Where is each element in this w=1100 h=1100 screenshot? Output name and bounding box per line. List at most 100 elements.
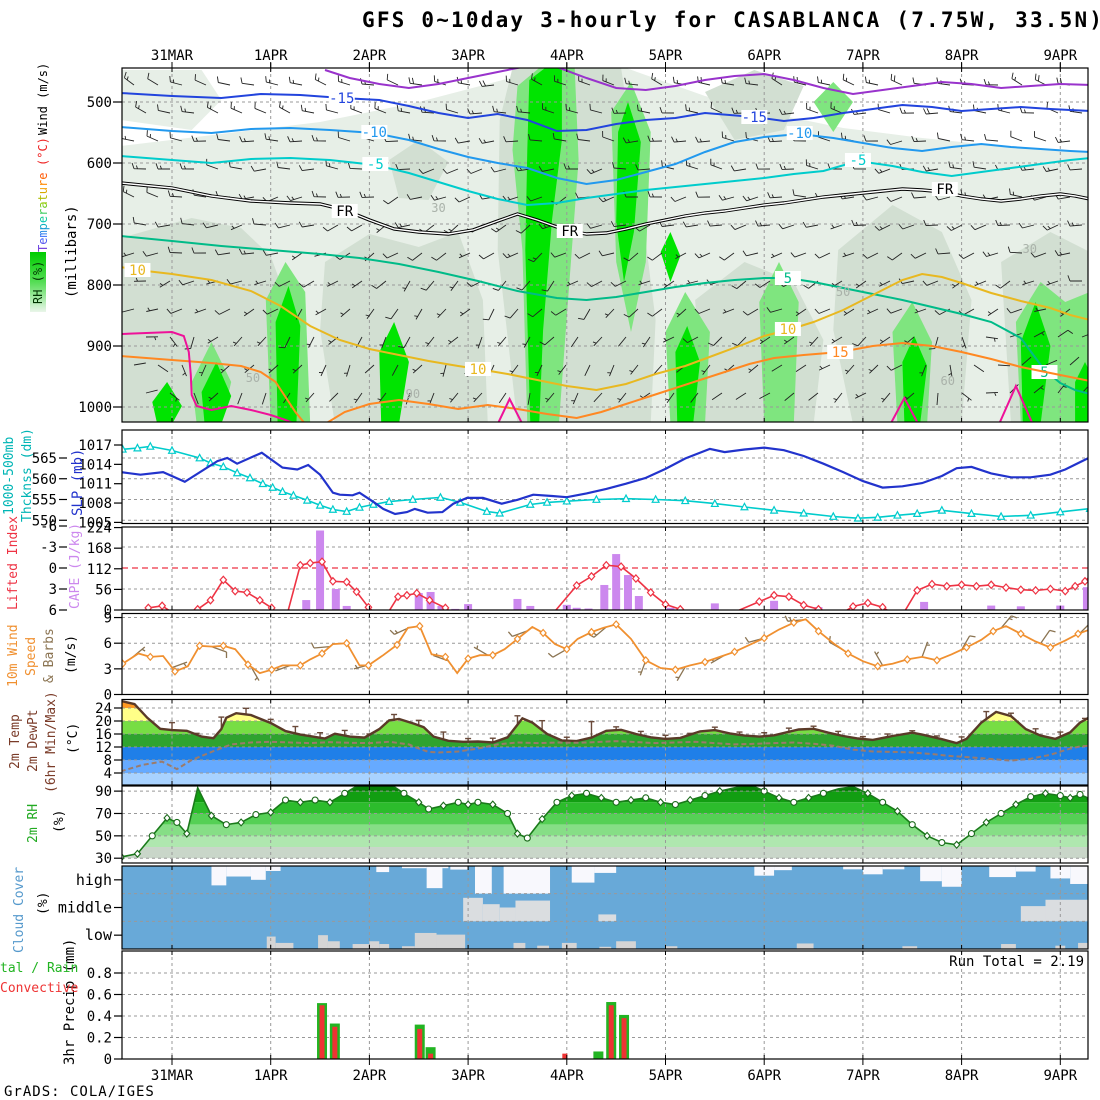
- rh-contour-label: 30: [1022, 242, 1036, 256]
- pressure-tick: 700: [87, 217, 112, 233]
- time-axis: 31MAR 31MAR 1APR 1APR 2APR 2APR 3APR 3APR 4APR 4A…: [151, 48, 1078, 1084]
- axis-label-millibars: (millibars): [64, 205, 80, 299]
- li-tick: 3: [49, 582, 57, 598]
- axis-label-slp: SLP (mb): [70, 448, 86, 516]
- pressure-tick: 1000: [78, 400, 112, 416]
- precip-convective-label: Convective: [0, 981, 79, 996]
- contour-label: 10: [470, 362, 487, 378]
- panel-2m-temp: [122, 699, 1088, 785]
- temp-tick: 24: [95, 701, 112, 717]
- axis-label-rh2-2: (%): [52, 809, 67, 833]
- panel-10m-wind: [122, 613, 1088, 695]
- cloud-row-label: high: [76, 871, 112, 889]
- contour-label: -5: [367, 157, 384, 173]
- thickness-tick: 550: [32, 513, 57, 529]
- axis-label-cc-2: (%): [36, 891, 51, 915]
- li-tick: -3: [40, 540, 57, 556]
- slp-tick: 1005: [78, 515, 112, 531]
- panel-slp-thickness: [122, 430, 1088, 524]
- day-label-top: 9APR: [1043, 48, 1077, 64]
- credit: GrADS: COLA/IGES: [4, 1084, 155, 1100]
- li-tick: 6: [49, 603, 57, 619]
- day-label-top: 6APR: [747, 48, 781, 64]
- panel-precip: Run Total = 2.19: [122, 951, 1088, 1059]
- precip-tick: 0.6: [87, 988, 112, 1004]
- cape-tick: 0: [104, 603, 112, 619]
- axis-label-w10-4: (m/s): [64, 634, 79, 674]
- day-label-top: 7APR: [846, 48, 880, 64]
- contour-label: 10: [129, 263, 146, 279]
- cloud-row-label: middle: [58, 899, 112, 917]
- panel-upper-air-frame: 500 600 700 800 900 1000: [78, 63, 1089, 423]
- axis-label-w10-3: & Barbs: [42, 628, 57, 684]
- temp-tick: 8: [104, 753, 112, 769]
- slp-tick: 1014: [78, 457, 112, 473]
- precip-tick: 0: [104, 1052, 112, 1068]
- contour-label: 15: [832, 345, 849, 361]
- day-label-top: 3APR: [451, 48, 485, 64]
- pressure-tick: 900: [87, 339, 112, 355]
- cloud-row-label: low: [85, 926, 113, 944]
- precip-tick: 0.2: [87, 1031, 112, 1047]
- slp-tick: 1017: [78, 438, 112, 454]
- panel-cloud-frame: high middle low: [58, 865, 1089, 950]
- contour-label: 10: [779, 322, 796, 338]
- contour-label: 5: [1040, 365, 1048, 381]
- temp-tick: 16: [95, 727, 112, 743]
- wind-tick: 3: [104, 662, 112, 678]
- day-label-bottom: 5APR: [649, 1068, 683, 1084]
- axis-label-rh-chip: RH (%): [30, 252, 46, 312]
- rh-contour-label: 30: [431, 201, 445, 215]
- cape-tick: 224: [87, 521, 112, 537]
- day-label-bottom: 9APR: [1043, 1068, 1077, 1084]
- axis-label-pr-axis: 3hr Precip (mm): [62, 938, 78, 1066]
- contour-label: FR: [336, 204, 353, 220]
- cape-tick: 56: [95, 582, 112, 598]
- axis-label-t2-3: (6hr Min/Max): [44, 691, 59, 793]
- panel-li-cape: [122, 527, 1088, 610]
- precip-tick: 0.4: [87, 1009, 112, 1025]
- rh-contour-label: 50: [836, 285, 850, 299]
- pressure-tick: 500: [87, 95, 112, 111]
- day-label-bottom: 6APR: [747, 1068, 781, 1084]
- contour-label: -10: [787, 126, 812, 142]
- axis-label-temp-unit: (°C): [36, 137, 50, 167]
- li-tick: 0: [49, 561, 57, 577]
- rh-contour-label: 50: [246, 371, 260, 385]
- axis-label-li: Lifted Index: [6, 516, 21, 610]
- slp-tick: 1008: [78, 496, 112, 512]
- panel-li-frame: -6 -3 0 3 6 224 168 112 56 0: [40, 519, 1089, 619]
- precip-tick: 0.8: [87, 966, 112, 982]
- contour-label: -10: [362, 125, 387, 141]
- axis-label-rh2-1: 2m RH: [26, 803, 41, 843]
- rh-tick: 50: [95, 829, 112, 845]
- panel-rh-frame: 90 70 50 30: [95, 784, 1089, 867]
- axis-label-t2-4: (°C): [66, 722, 81, 754]
- panel-precip-frame: 0.8 0.6 0.4 0.2 0: [87, 950, 1089, 1068]
- wind-tick: 9: [104, 611, 112, 627]
- day-label-bottom: 4APR: [550, 1068, 584, 1084]
- axis-label-t2-2: 2m DewPt: [26, 709, 41, 773]
- contour-label: -15: [742, 110, 767, 126]
- axis-label-cape: CAPE (J/kg): [68, 522, 83, 610]
- axis-label-thk-1: 1000-500mb: [2, 436, 17, 516]
- day-label-top: 1APR: [254, 48, 288, 64]
- rh-tick: 70: [95, 806, 112, 822]
- axis-label-w10-1: 10m Wind: [6, 624, 21, 688]
- precip-total-rain-label: tal / Rain: [0, 961, 79, 976]
- thickness-tick: 565: [32, 451, 57, 467]
- contour-label: FR: [936, 182, 953, 198]
- pressure-tick: 800: [87, 278, 112, 294]
- panel-wind-frame: 9 6 3 0: [104, 611, 1089, 704]
- rh-contour-label: 90: [406, 387, 420, 401]
- page-title: GFS 0~10day 3-hourly for CASABLANCA (7.7…: [362, 8, 1100, 32]
- panel-cloud-cover: [122, 866, 1088, 949]
- thickness-tick: 560: [32, 472, 57, 488]
- axis-label-wind-ms: Wind (m/s): [36, 62, 50, 136]
- day-label-top: 31MAR: [151, 48, 194, 64]
- axis-label-cc-1: Cloud Cover: [12, 866, 27, 954]
- li-tick: -6: [40, 519, 57, 535]
- rh-tick: 90: [95, 784, 112, 800]
